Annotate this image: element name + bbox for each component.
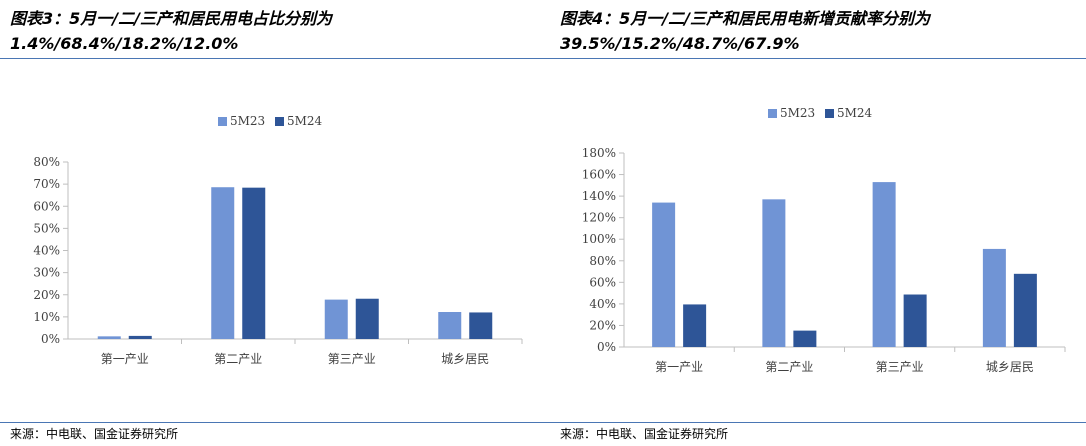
chart-title: 图表4：5月一/二/三产和居民用电新增贡献率分别为 39.5%/15.2%/48… — [560, 6, 1082, 56]
bar-5m24-3 — [355, 298, 379, 339]
x-tick-label: 第三产业 — [328, 352, 376, 366]
title-divider — [0, 58, 543, 59]
y-tick-label: 30% — [33, 266, 60, 280]
x-tick-label: 第一产业 — [101, 352, 149, 366]
chart-title: 图表3：5月一/二/三产和居民用电占比分别为 1.4%/68.4%/18.2%/… — [10, 6, 539, 56]
y-tick-label: 0% — [41, 332, 60, 346]
chart-panel-left: 图表3：5月一/二/三产和居民用电占比分别为 1.4%/68.4%/18.2%/… — [0, 6, 543, 441]
y-tick-label: 120% — [582, 211, 616, 225]
y-tick-label: 180% — [582, 146, 616, 160]
y-tick-label: 70% — [33, 177, 60, 191]
legend-label-5m23: 5M23 — [780, 106, 815, 120]
source-divider — [543, 422, 1086, 423]
legend-label-5m23: 5M23 — [230, 114, 265, 128]
y-tick-label: 40% — [33, 244, 60, 258]
bar-5m24-1 — [683, 304, 707, 347]
bar-5m23-1 — [97, 336, 121, 339]
y-tick-label: 80% — [33, 155, 60, 169]
legend-swatch-5m24 — [275, 117, 284, 126]
bar-5m24-2 — [793, 330, 817, 347]
chart-title-line2: 1.4%/68.4%/18.2%/12.0% — [10, 34, 239, 53]
y-tick-label: 20% — [33, 288, 60, 302]
source-divider — [0, 422, 543, 423]
y-tick-label: 40% — [589, 297, 616, 311]
x-tick-label: 城乡居民 — [441, 352, 489, 366]
bar-5m24-1 — [128, 335, 152, 339]
bar-5m23-4 — [982, 248, 1006, 347]
y-tick-label: 20% — [589, 318, 616, 332]
bar-5m23-3 — [324, 299, 348, 339]
x-tick-label: 第二产业 — [765, 360, 813, 374]
y-tick-label: 10% — [33, 310, 60, 324]
bar-5m24-3 — [903, 294, 927, 347]
bar-chart-share: 0% 10% 20% 30% 40% 50% 60% 70% 80% 第一产业 第二产业 第三产业 城乡… — [33, 114, 523, 366]
bar-5m23-2 — [211, 187, 235, 339]
y-tick-label: 0% — [597, 340, 616, 354]
bar-5m23-3 — [872, 182, 896, 347]
y-tick-label: 140% — [582, 189, 616, 203]
x-tick-label: 第一产业 — [655, 360, 703, 374]
bar-5m24-4 — [1013, 273, 1037, 347]
bar-5m23-2 — [762, 199, 786, 347]
source-note: 来源：中电联、国金证券研究所 — [10, 427, 179, 441]
y-tick-label: 60% — [589, 275, 616, 289]
chart-title-line2: 39.5%/15.2%/48.7%/67.9% — [560, 34, 800, 53]
y-tick-label: 60% — [33, 199, 60, 213]
chart-title-line1: 图表4：5月一/二/三产和居民用电新增贡献率分别为 — [560, 9, 930, 28]
source-note: 来源：中电联、国金证券研究所 — [560, 427, 729, 441]
legend-swatch-5m23 — [768, 109, 777, 118]
y-tick-label: 100% — [582, 232, 616, 246]
y-tick-label: 80% — [589, 254, 616, 268]
legend-swatch-5m24 — [825, 109, 834, 118]
x-tick-label: 第二产业 — [214, 352, 262, 366]
bar-5m23-4 — [438, 312, 462, 339]
bar-5m24-4 — [469, 312, 493, 339]
x-tick-label: 城乡居民 — [986, 360, 1034, 374]
legend-swatch-5m23 — [218, 117, 227, 126]
bar-5m24-2 — [242, 187, 266, 339]
bar-5m23-1 — [652, 202, 676, 347]
y-tick-label: 50% — [33, 221, 60, 235]
legend-label-5m24: 5M24 — [287, 114, 323, 128]
legend-label-5m24: 5M24 — [837, 106, 873, 120]
bar-chart-contribution: 0% 20% 40% 60% 80% 100% 120% 140% 160% 180% 第一产业 第二… — [582, 106, 1066, 374]
y-tick-label: 160% — [582, 168, 616, 182]
x-tick-label: 第三产业 — [876, 360, 924, 374]
title-divider — [543, 58, 1086, 59]
chart-panel-right: 图表4：5月一/二/三产和居民用电新增贡献率分别为 39.5%/15.2%/48… — [543, 0, 1086, 446]
chart-title-line1: 图表3：5月一/二/三产和居民用电占比分别为 — [10, 9, 332, 28]
